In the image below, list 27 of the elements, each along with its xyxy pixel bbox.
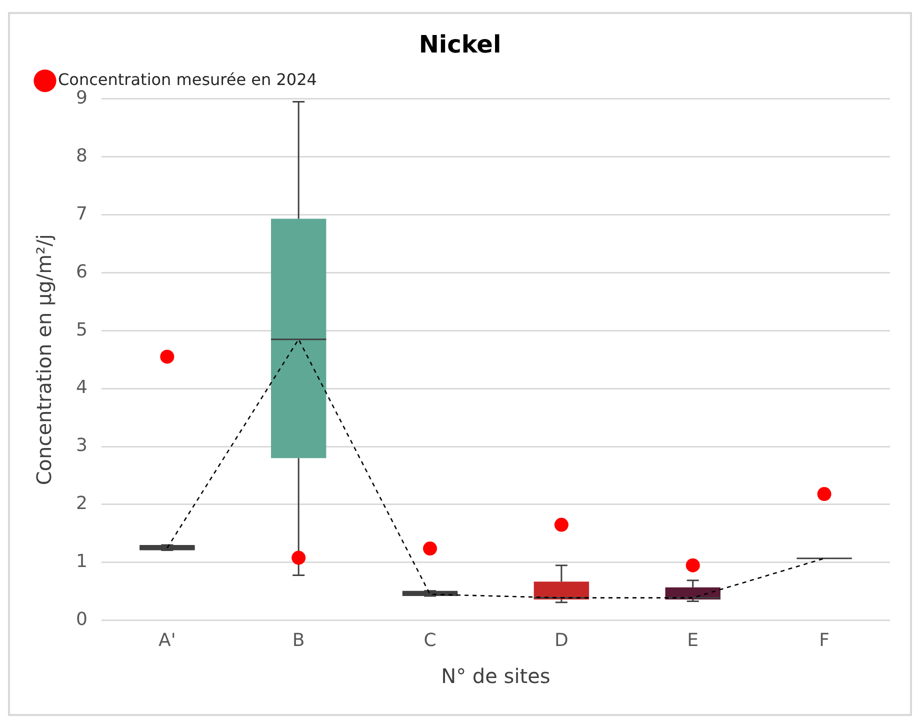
y-tick-label: 0 <box>76 609 88 630</box>
y-tick-label: 4 <box>76 377 88 398</box>
legend-label: Concentration mesurée en 2024 <box>58 70 317 89</box>
x-axis-title: N° de sites <box>441 664 550 688</box>
y-tick-label: 2 <box>76 493 88 514</box>
y-tick-label: 9 <box>76 87 88 108</box>
point <box>423 542 438 556</box>
line-series <box>166 338 825 598</box>
y-tick-label: 5 <box>76 319 88 340</box>
x-tick-label: F <box>819 630 830 651</box>
x-tick-label: D <box>554 630 568 651</box>
y-tick-label: 8 <box>76 145 88 166</box>
y-tick-label: 3 <box>76 435 88 456</box>
x-tick-label: A' <box>158 630 176 651</box>
chart-title: Nickel <box>418 30 502 59</box>
x-tick-label: C <box>424 630 436 651</box>
y-tick-label: 7 <box>76 203 88 224</box>
point <box>292 550 306 565</box>
y-tick-label: 6 <box>76 261 88 282</box>
y-axis-title: Concentration en µg/m²/j <box>32 234 56 486</box>
point <box>160 350 174 364</box>
y-tick-label: 1 <box>76 551 88 572</box>
point <box>554 518 568 532</box>
x-tick-label: B <box>292 630 305 651</box>
point <box>817 487 832 502</box>
point <box>686 558 700 572</box>
x-tick-label: E <box>687 630 699 651</box>
